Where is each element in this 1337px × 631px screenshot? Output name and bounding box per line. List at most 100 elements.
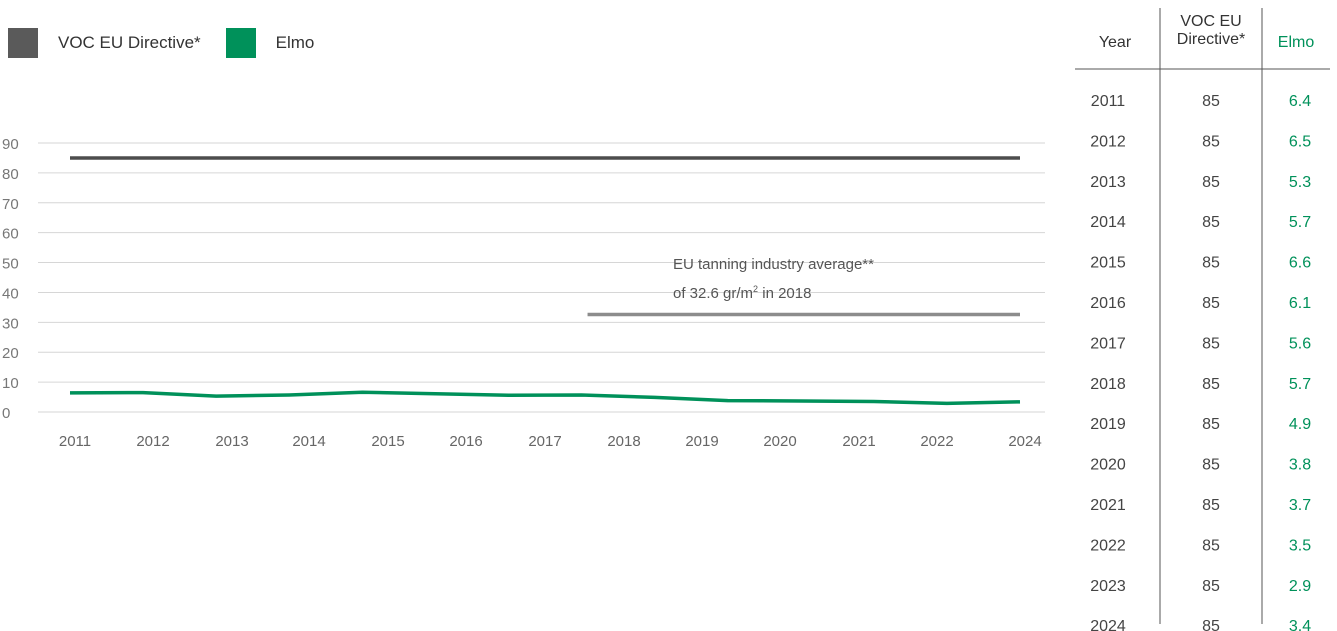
annotation-superscript: 2 [753, 284, 758, 294]
annotation-line-1: EU tanning industry average** [673, 256, 874, 273]
line-chart: 0 10 20 30 40 50 60 70 80 90 2011 2012 2013 2014 2015… [2, 136, 1045, 450]
table-cell-elmo: 5.6 [1289, 335, 1311, 352]
y-tick-label-90: 90 [2, 136, 19, 153]
table-header-year: Year [1099, 34, 1132, 51]
x-tick-label-2019: 2019 [685, 433, 718, 450]
legend-label-voc: VOC EU Directive* [58, 33, 201, 52]
table-row-2014: 2014 85 5.7 [1090, 214, 1311, 231]
y-tick-label-80: 80 [2, 166, 19, 183]
legend-label-elmo: Elmo [275, 33, 315, 52]
x-tick-label-2014: 2014 [292, 433, 325, 450]
table-cell-voc: 85 [1202, 174, 1220, 191]
table-cell-elmo: 5.7 [1289, 376, 1311, 393]
chart-legend: VOC EU Directive* Elmo [8, 28, 339, 58]
table-cell-voc: 85 [1202, 214, 1220, 231]
table-cell-year: 2023 [1090, 578, 1126, 595]
x-tick-label-2020: 2020 [763, 433, 796, 450]
table-row-2018: 2018 85 5.7 [1090, 376, 1311, 393]
table-cell-voc: 85 [1202, 255, 1220, 272]
table-cell-year: 2024 [1090, 618, 1126, 631]
y-tick-label-70: 70 [2, 196, 19, 213]
table-cell-elmo: 6.1 [1289, 295, 1311, 312]
annotation-line-2: of 32.6 gr/m2 in 2018 [673, 284, 811, 302]
table-cell-voc: 85 [1202, 537, 1220, 554]
y-tick-label-20: 20 [2, 345, 19, 362]
table-header-elmo: Elmo [1278, 34, 1315, 51]
x-tick-label-2013: 2013 [215, 433, 248, 450]
table-cell-voc: 85 [1202, 497, 1220, 514]
table-cell-year: 2014 [1090, 214, 1126, 231]
series-line-elmo [69, 390, 1021, 406]
x-tick-label-2012: 2012 [136, 433, 169, 450]
table-row-2013: 2013 85 5.3 [1090, 174, 1311, 191]
table-row-2012: 2012 85 6.5 [1090, 133, 1311, 150]
table-body: 2011 85 6.4 2012 85 6.5 2013 85 5.3 2014 85 5.7 2015… [1090, 93, 1311, 631]
y-tick-label-60: 60 [2, 226, 19, 243]
table-row-2016: 2016 85 6.1 [1090, 295, 1311, 312]
y-tick-label-30: 30 [2, 315, 19, 332]
table-cell-voc: 85 [1202, 416, 1220, 433]
legend-item-elmo: Elmo [225, 28, 315, 58]
annotation-prefix: of 32.6 gr/m [673, 285, 753, 302]
y-tick-label-50: 50 [2, 256, 19, 273]
table-cell-year: 2020 [1090, 457, 1126, 474]
table-row-2022: 2022 85 3.5 [1090, 537, 1311, 554]
table-row-2023: 2023 85 2.9 [1090, 578, 1311, 595]
table-row-2021: 2021 85 3.7 [1090, 497, 1311, 514]
table-cell-year: 2011 [1091, 93, 1126, 110]
table-header-voc-line2: Directive* [1177, 31, 1245, 48]
table-cell-elmo: 6.4 [1289, 93, 1311, 110]
table-cell-year: 2013 [1090, 174, 1126, 191]
table-cell-elmo: 6.5 [1289, 133, 1311, 150]
table-cell-year: 2018 [1090, 376, 1126, 393]
table-cell-voc: 85 [1202, 618, 1220, 631]
table-cell-elmo: 2.9 [1289, 578, 1311, 595]
table-cell-elmo: 3.4 [1289, 618, 1311, 631]
table-cell-voc: 85 [1202, 133, 1220, 150]
table-row-2019: 2019 85 4.9 [1090, 416, 1311, 433]
table-cell-elmo: 4.9 [1289, 416, 1311, 433]
table-cell-voc: 85 [1202, 295, 1220, 312]
table-row-2011: 2011 85 6.4 [1091, 93, 1311, 110]
table-cell-elmo: 5.3 [1289, 174, 1311, 191]
table-cell-voc: 85 [1202, 335, 1220, 352]
x-tick-label-2011: 2011 [59, 433, 91, 450]
table-cell-year: 2019 [1090, 416, 1126, 433]
table-row-2020: 2020 85 3.8 [1090, 457, 1311, 474]
x-tick-label-2016: 2016 [449, 433, 482, 450]
table-cell-voc: 85 [1202, 457, 1220, 474]
table-cell-elmo: 3.5 [1289, 537, 1311, 554]
y-axis-ticks: 0 10 20 30 40 50 60 70 80 90 [2, 136, 19, 422]
x-tick-label-2022: 2022 [920, 433, 953, 450]
annotation-suffix: in 2018 [758, 285, 811, 302]
legend-swatch-voc [8, 28, 38, 58]
table-cell-year: 2012 [1090, 133, 1126, 150]
table-header-voc-line1: VOC EU [1180, 13, 1241, 30]
table-cell-elmo: 3.8 [1289, 457, 1311, 474]
y-tick-label-0: 0 [2, 405, 10, 422]
table-cell-voc: 85 [1202, 93, 1220, 110]
y-tick-label-40: 40 [2, 285, 19, 302]
table-cell-elmo: 6.6 [1289, 255, 1311, 272]
x-tick-label-2021: 2021 [842, 433, 875, 450]
table-cell-year: 2015 [1090, 255, 1126, 272]
x-tick-label-2017: 2017 [528, 433, 561, 450]
table-cell-voc: 85 [1202, 376, 1220, 393]
legend-swatch-elmo [225, 28, 256, 58]
table-cell-voc: 85 [1202, 578, 1220, 595]
table-cell-year: 2021 [1090, 497, 1126, 514]
table-row-2017: 2017 85 5.6 [1090, 335, 1311, 352]
x-tick-label-2024: 2024 [1008, 433, 1041, 450]
legend-item-voc: VOC EU Directive* [8, 28, 201, 58]
table-cell-elmo: 3.7 [1289, 497, 1311, 514]
data-table: Year VOC EU Directive* Elmo 2011 85 6.4201… [1075, 8, 1330, 631]
table-cell-year: 2017 [1090, 335, 1126, 352]
x-tick-label-2015: 2015 [371, 433, 404, 450]
table-cell-year: 2022 [1090, 537, 1126, 554]
table-row-2024: 2024 85 3.4 [1090, 618, 1311, 631]
y-tick-label-10: 10 [2, 375, 19, 392]
chart-series [69, 156, 1021, 406]
table-cell-elmo: 5.7 [1289, 214, 1311, 231]
x-tick-label-2018: 2018 [607, 433, 640, 450]
table-row-2015: 2015 85 6.6 [1090, 255, 1311, 272]
